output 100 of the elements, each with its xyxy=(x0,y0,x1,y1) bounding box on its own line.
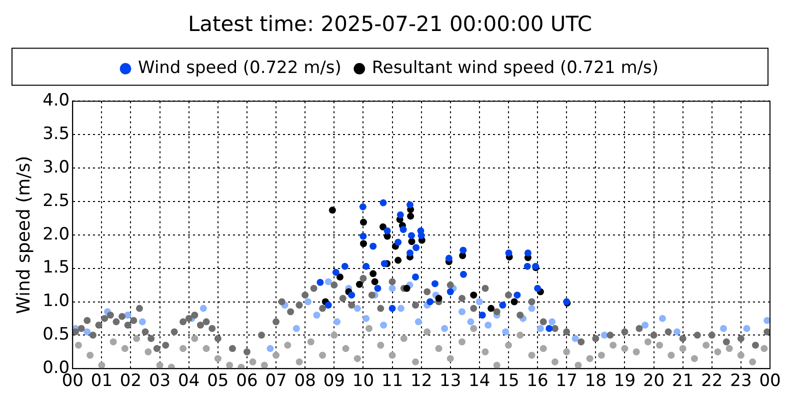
point xyxy=(384,227,391,234)
point xyxy=(445,254,452,262)
x-tick-label: 06 xyxy=(236,371,258,392)
x-tick-label: 22 xyxy=(701,371,723,392)
point xyxy=(324,302,332,309)
point xyxy=(403,284,410,292)
point xyxy=(458,338,466,346)
point xyxy=(330,332,338,339)
y-tick-label: 3.0 xyxy=(42,157,70,178)
x-tick-label: 15 xyxy=(498,371,520,392)
point xyxy=(214,355,222,362)
point xyxy=(249,358,256,366)
legend-label: Resultant wind speed (0.721 m/s) xyxy=(372,58,659,78)
point xyxy=(690,355,698,362)
point xyxy=(458,308,466,316)
point xyxy=(760,345,768,352)
point xyxy=(133,335,140,342)
point xyxy=(600,332,608,339)
chart-title: Latest time: 2025-07-21 00:00:00 UTC xyxy=(188,12,592,36)
point xyxy=(86,352,94,359)
point xyxy=(156,362,164,369)
point xyxy=(621,345,628,352)
y-tick-label: 3.5 xyxy=(42,124,70,144)
point xyxy=(366,324,373,332)
point xyxy=(400,226,407,234)
point xyxy=(359,203,366,210)
point xyxy=(524,262,531,270)
x-tick-label: 09 xyxy=(323,371,345,392)
point xyxy=(658,314,666,322)
x-tick-label: 01 xyxy=(90,371,113,392)
x-tick-label: 02 xyxy=(120,371,142,392)
point xyxy=(644,338,652,346)
point xyxy=(396,211,404,218)
point xyxy=(354,304,361,312)
point xyxy=(488,304,495,312)
point xyxy=(272,352,280,359)
point xyxy=(563,348,570,356)
point xyxy=(354,355,361,362)
point xyxy=(356,280,363,288)
point xyxy=(528,352,536,359)
point xyxy=(202,345,210,352)
point xyxy=(528,304,536,312)
x-tick-label: 23 xyxy=(730,371,752,392)
point xyxy=(336,274,344,281)
point xyxy=(412,244,420,252)
x-tick-label: 18 xyxy=(584,371,606,392)
point xyxy=(408,232,415,240)
point xyxy=(478,312,486,319)
x-tick-label: 20 xyxy=(642,371,665,392)
point xyxy=(460,246,467,254)
point xyxy=(516,332,524,339)
y-tick-label: 2.5 xyxy=(42,190,70,211)
x-tick-label: 19 xyxy=(614,371,636,392)
point xyxy=(502,328,510,336)
point xyxy=(551,358,558,366)
x-tick-label: 04 xyxy=(178,371,200,392)
point xyxy=(470,292,478,299)
x-tick-label: 08 xyxy=(294,371,316,392)
point xyxy=(470,324,478,332)
point xyxy=(446,355,454,362)
point xyxy=(388,304,396,312)
point xyxy=(435,294,442,302)
point xyxy=(424,328,431,336)
point xyxy=(435,345,442,352)
point xyxy=(341,262,348,270)
point xyxy=(493,362,500,369)
x-tick-label: 11 xyxy=(381,371,404,392)
point xyxy=(138,318,146,326)
point xyxy=(737,352,744,359)
point xyxy=(476,298,483,306)
point xyxy=(284,342,292,349)
x-tick-label: 05 xyxy=(207,371,229,392)
x-tick-label: 17 xyxy=(556,371,578,392)
point xyxy=(377,342,384,349)
point xyxy=(360,232,367,240)
point xyxy=(668,352,675,359)
point xyxy=(548,318,556,326)
point xyxy=(534,284,542,292)
point xyxy=(292,324,300,332)
point xyxy=(408,238,416,246)
x-tick-label: 21 xyxy=(672,371,694,392)
point xyxy=(121,345,128,352)
point xyxy=(328,206,336,214)
point xyxy=(332,268,340,276)
point xyxy=(574,362,582,369)
point xyxy=(180,345,187,352)
point xyxy=(610,342,617,349)
point xyxy=(370,270,377,278)
point xyxy=(260,362,268,369)
point xyxy=(388,284,396,292)
point xyxy=(74,342,82,349)
point xyxy=(324,278,332,286)
point xyxy=(307,338,314,346)
point xyxy=(546,324,553,332)
point xyxy=(406,249,414,256)
point xyxy=(342,345,350,352)
y-tick-label: 4.0 xyxy=(42,90,70,111)
point xyxy=(124,312,132,319)
point xyxy=(482,348,489,356)
point xyxy=(524,249,532,256)
